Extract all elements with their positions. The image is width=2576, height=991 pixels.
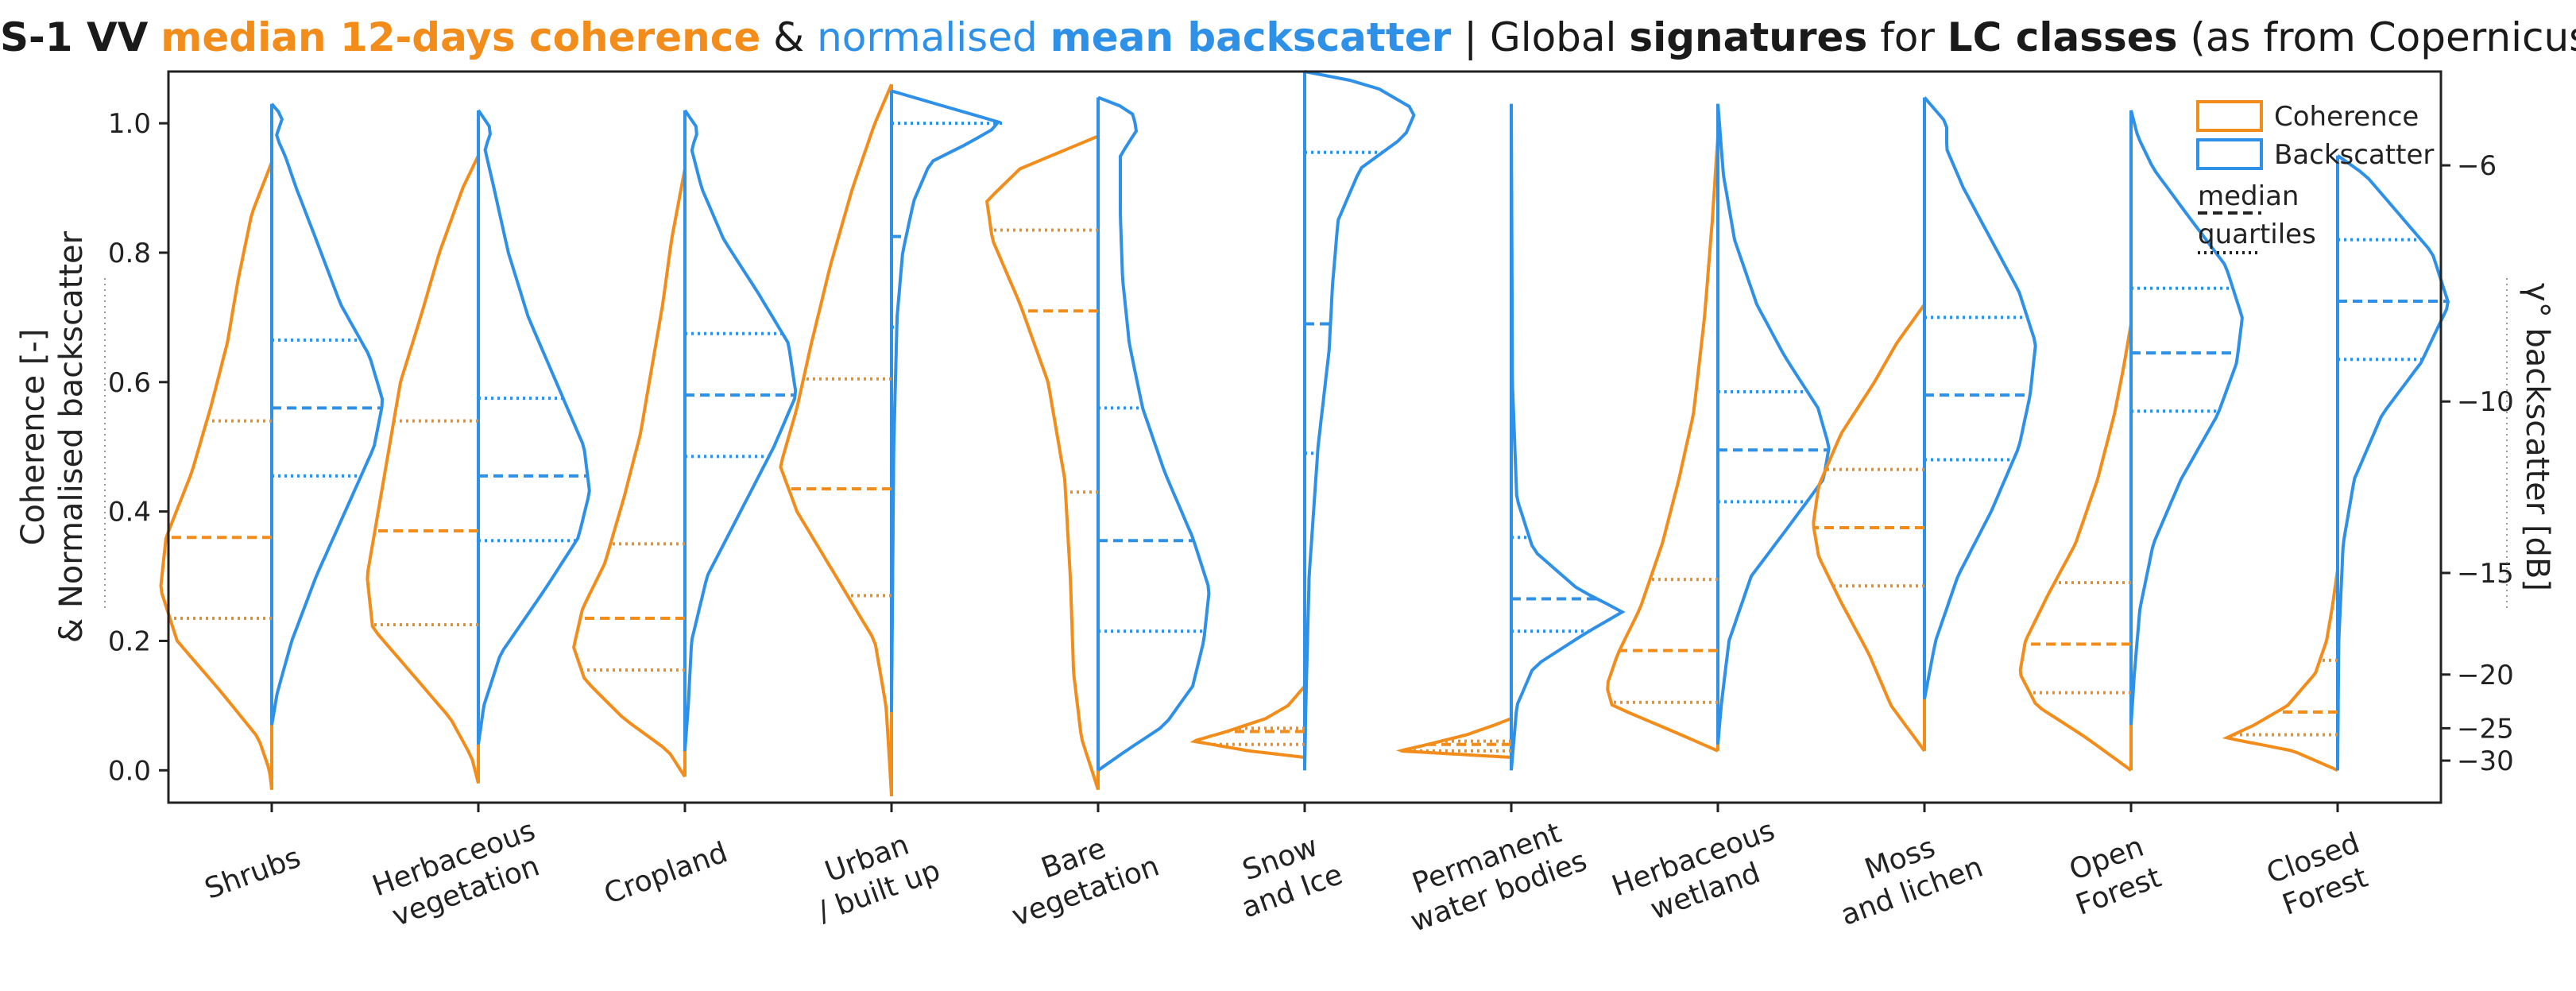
plot-frame [167,70,2443,804]
category-label: Barevegetation [996,817,1163,933]
coherence-violin [159,161,273,790]
backscatter-violin [1303,70,1416,771]
y-axis-title: Coherence [-]& Normalised backscatter [15,230,90,643]
legend-coherence-label: Coherence [2274,101,2419,133]
y2-tick-label: −6 [2457,150,2497,182]
backscatter-violin [1923,96,2037,700]
violin-group [1812,96,2037,753]
y2-tick-label: −20 [2457,660,2514,691]
violin-group [572,109,798,778]
axes: Shrubs Herbaceousvegetation Cropland Urban/… [15,70,2555,939]
y2-tick-label: −30 [2457,745,2514,777]
y-tick-label: 0.0 [108,755,151,787]
title-part-2: median 12-days coherence [161,14,761,60]
y2-tick-label: −15 [2457,558,2514,590]
category-label: Snowand Ice [1225,826,1347,925]
y-axis-title-line1: Coherence [-] [15,329,52,546]
violin-group [2222,154,2450,772]
y-tick-label: 1.0 [108,108,151,140]
category-label: Herbaceousvegetation [368,814,551,935]
coherence-violin [779,83,893,797]
y-axis-title-line2: & Normalised backscatter [53,230,90,643]
coherence-violin [1189,685,1306,759]
legend: Coherence Backscatter median quartiles [2196,100,2434,254]
plot-area [159,70,2450,797]
title-part-4: normalised [817,14,1038,60]
coherence-violin [1396,717,1512,759]
category-label: Cropland [600,836,732,911]
legend-median-label: median [2198,180,2299,212]
backscatter-violin [890,89,1001,713]
title-part-9: LC classes [1947,14,2178,60]
violin-group [1396,103,1626,771]
backscatter-violin [1510,103,1626,771]
backscatter-violin [270,103,385,726]
coherence-violin [366,154,480,784]
category-label: Shrubs [200,842,304,906]
backscatter-violin [683,109,798,752]
violin-group [2018,110,2244,772]
legend-backscatter-swatch [2196,138,2263,170]
title-part-1: S-1 VV [0,14,149,60]
coherence-violin [2018,323,2133,772]
backscatter-violin [2336,154,2450,771]
violin-group [1606,103,1831,753]
violin-group [159,103,385,790]
title-part-10: (as from Copernicus GLS) [2190,14,2576,60]
category-label: ClosedForest [2262,826,2376,923]
violin-group [779,83,1003,797]
y-tick-label: 0.6 [108,367,151,399]
coherence-violin [572,168,687,778]
violin-group [984,95,1211,791]
legend-coherence-swatch [2196,100,2263,132]
category-label-line: Cropland [600,836,732,911]
y-tick-label: 0.4 [108,497,151,528]
title-part-8: for [1880,14,1935,60]
coherence-violin [984,134,1100,791]
backscatter-violin [1716,103,1831,745]
coherence-violin [2222,569,2339,772]
category-label: Urban/ built up [802,822,945,929]
category-label: Permanentwater bodies [1394,811,1592,938]
category-label: Herbaceouswetland [1607,814,1791,935]
y2-tick-label: −10 [2457,386,2514,418]
legend-quartiles-label: quartiles [2198,219,2316,250]
backscatter-violin [477,109,591,745]
title-part-6: | Global [1464,14,1617,60]
category-label: OpenForest [2060,828,2165,922]
title-part-3: & [773,14,805,60]
y2-axis-title: γ° backscatter [dB] [2519,283,2555,591]
chart-title: S-1 VV median 12-days coherence & normal… [0,14,2576,60]
violin-group [1189,70,1416,771]
y-tick-label: 0.2 [108,625,151,657]
coherence-violin [1606,136,1719,753]
backscatter-violin [2129,110,2244,726]
title-part-5: mean backscatter [1050,14,1452,60]
y2-tick-label: −25 [2457,713,2514,745]
legend-backscatter-label: Backscatter [2274,139,2434,171]
violin-group [366,109,591,784]
category-label: Mossand lichen [1824,818,1987,932]
backscatter-violin [1097,95,1211,772]
y-tick-label: 0.8 [108,238,151,269]
category-label-line: Shrubs [200,842,304,906]
title-part-7: signatures [1629,14,1868,60]
